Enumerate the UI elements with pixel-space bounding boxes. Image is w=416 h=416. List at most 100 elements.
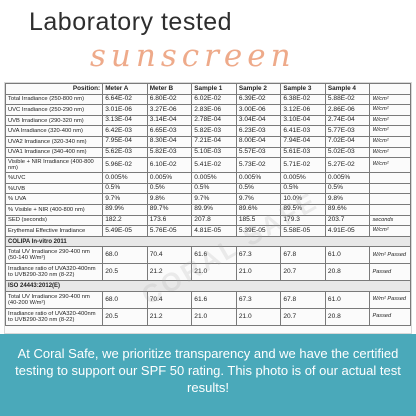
value-cell: 3.00E-06 (235, 104, 282, 116)
section-title: ISO 24443:2012(E) (5, 280, 411, 292)
value-cell: 0.005% (146, 172, 193, 184)
title-sunscreen: sunscreen (90, 38, 296, 74)
table-row: UVA Irradiance (320-400 nm) 6.42E-03 6.65E… (5, 125, 411, 137)
table-row: Visible + NIR Irradiance (400-800 nm) 5.9… (5, 157, 411, 174)
row-label: UVB Irradiance (290-320 nm) (5, 114, 104, 127)
value-cell: 182.2 (102, 214, 148, 227)
value-cell: 5.61E-03 (280, 146, 326, 159)
value-cell: 6.65E-03 (146, 125, 193, 137)
value-cell: 67.8 (280, 246, 326, 265)
row-label: Irradiance ratio of UVA320-400nm to UVB2… (5, 263, 104, 282)
value-cell: 3.14E-04 (146, 114, 193, 127)
value-cell: 61.0 (324, 246, 371, 265)
value-cell: 9.8% (324, 193, 371, 205)
row-label: Erythemal Effective Irradiance (5, 225, 104, 237)
value-cell: 7.02E-04 (324, 135, 371, 148)
value-cell: 20.5 (102, 307, 148, 326)
value-cell: 21.0 (235, 263, 282, 282)
value-cell: 0.5% (102, 182, 148, 195)
value-cell: 9.7% (191, 193, 237, 205)
unit-cell: W/cm² (369, 135, 411, 148)
heading: Laboratory tested sunscreen (0, 0, 416, 78)
table-row: UVA2 Irradiance (320-340 nm) 7.95E-04 8.30… (5, 135, 411, 148)
value-cell: 21.0 (191, 263, 237, 282)
value-cell: 0.5% (191, 182, 237, 195)
column-header: Position: (5, 83, 104, 95)
value-cell: 5.76E-05 (146, 225, 193, 237)
value-cell: 3.12E-06 (280, 104, 326, 116)
table-body: Total Irradiance (250-800 nm) 6.64E-02 6.8… (5, 93, 411, 326)
row-label: % Visible + NIR (400-800 nm) (5, 203, 104, 216)
value-cell: 2.74E-04 (324, 114, 371, 127)
title-laboratory-tested: Laboratory tested (29, 8, 233, 36)
value-cell: 6.39E-02 (235, 93, 282, 106)
value-cell: 20.7 (280, 307, 326, 326)
banner (0, 334, 416, 416)
value-cell: 4.91E-05 (324, 225, 371, 237)
column-header: Meter A (102, 83, 148, 95)
row-label: % UVA (5, 193, 104, 205)
row-label: UVA2 Irradiance (320-340 nm) (5, 135, 104, 148)
column-header: Sample 2 (235, 83, 282, 95)
value-cell: 68.0 (102, 246, 148, 265)
value-cell: 0.005% (102, 172, 148, 184)
value-cell: 6.80E-02 (146, 93, 193, 106)
value-cell: 89.7% (146, 203, 193, 216)
value-cell: 5.39E-05 (235, 225, 282, 237)
value-cell: 5.82E-03 (146, 146, 193, 159)
column-header: Sample 4 (324, 83, 371, 95)
value-cell: 5.73E-02 (235, 157, 282, 174)
unit-cell: Passed (369, 307, 411, 326)
table-row: %UVB 0.5% 0.5% 0.5% 0.5% 0.5% 0.5% (5, 182, 411, 195)
value-cell: 8.30E-04 (146, 135, 193, 148)
value-cell: 20.7 (280, 263, 326, 282)
value-cell: 3.27E-06 (146, 104, 193, 116)
unit-cell (369, 182, 411, 195)
value-cell: 7.21E-04 (191, 135, 237, 148)
value-cell: 67.3 (235, 246, 282, 265)
unit-cell (369, 172, 411, 184)
value-cell: 0.5% (235, 182, 282, 195)
banner-caption: At Coral Safe, we prioritize transparenc… (15, 346, 401, 395)
value-cell: 0.005% (280, 172, 326, 184)
value-cell: 6.02E-02 (191, 93, 237, 106)
value-cell: 179.3 (280, 214, 326, 227)
table-row: % Visible + NIR (400-800 nm) 89.9% 89.7% 89… (5, 203, 411, 216)
value-cell: 207.8 (191, 214, 237, 227)
value-cell: 5.71E-02 (280, 157, 326, 174)
value-cell: 6.10E-02 (146, 157, 193, 174)
value-cell: 20.5 (102, 263, 148, 282)
row-label: Irradiance ratio of UVA320-400nm to UVB2… (5, 307, 104, 326)
table-row: %UVC 0.005% 0.005% 0.005% 0.005% 0.005% 0.005% (5, 172, 411, 184)
row-label: UVC Irradiance (250-290 nm) (5, 104, 104, 116)
table-row: Erythemal Effective Irradiance 5.49E-05 5.… (5, 225, 411, 237)
value-cell: 0.005% (324, 172, 371, 184)
table-row: UVC Irradiance (250-290 nm) 3.01E-06 3.27E… (5, 104, 411, 116)
value-cell: 89.9% (102, 203, 148, 216)
unit-cell: Passed (369, 263, 411, 282)
unit-cell (369, 193, 411, 205)
value-cell: 70.4 (146, 290, 193, 309)
value-cell: 89.6% (324, 203, 371, 216)
value-cell: 20.8 (324, 307, 371, 326)
unit-cell (369, 203, 411, 216)
unit-cell: seconds (369, 214, 411, 227)
value-cell: 89.9% (191, 203, 237, 216)
table-row: Total UV Irradiance 290-400 nm (40-200 W… (5, 290, 411, 309)
row-label: UVA1 Irradiance (340-400 nm) (5, 146, 104, 159)
value-cell: 6.38E-02 (280, 93, 326, 106)
value-cell: 21.2 (146, 263, 193, 282)
value-cell: 203.7 (324, 214, 371, 227)
table-row: SED (seconds) 182.2 173.6 207.8 185.5 179.3 20… (5, 214, 411, 227)
value-cell: 3.13E-04 (102, 114, 148, 127)
value-cell: 0.5% (146, 182, 193, 195)
value-cell: 5.96E-02 (102, 157, 148, 174)
value-cell: 6.41E-03 (280, 125, 326, 137)
value-cell: 7.95E-04 (102, 135, 148, 148)
section-title: COLIPA In-vitro 2011 (5, 235, 411, 248)
table-row: UVA1 Irradiance (340-400 nm) 5.62E-03 5.82… (5, 146, 411, 159)
unit-cell: W/cm² (369, 125, 411, 137)
value-cell: 5.88E-02 (324, 93, 371, 106)
row-label: Visible + NIR Irradiance (400-800 nm) (5, 157, 104, 174)
value-cell: 6.64E-02 (102, 93, 148, 106)
